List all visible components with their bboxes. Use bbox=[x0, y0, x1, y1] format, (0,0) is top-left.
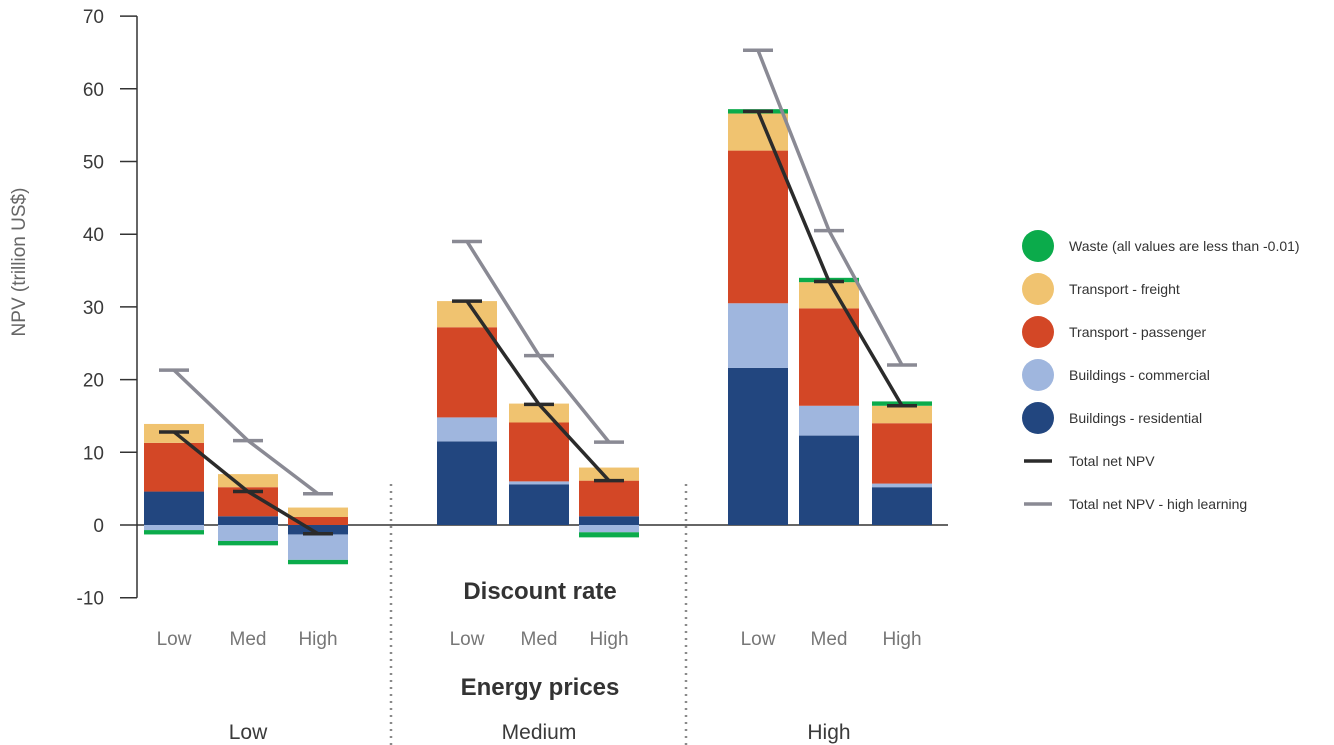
bar-segment-transport-freight bbox=[799, 282, 859, 309]
bar-segment-transport-passenger bbox=[288, 517, 348, 525]
total-lines bbox=[159, 48, 917, 536]
bar-segment-buildings-commercial bbox=[579, 525, 639, 533]
bar-segment-transport-freight bbox=[437, 301, 497, 328]
group-label: High bbox=[807, 721, 850, 744]
y-tick-label: 30 bbox=[83, 298, 104, 319]
legend-label: Waste (all values are less than -0.01) bbox=[1069, 238, 1300, 254]
y-tick-label: 10 bbox=[83, 443, 104, 464]
axis-labels: NPV (trillion US$) Discount rate Energy … bbox=[9, 188, 619, 701]
group-label: Low bbox=[229, 721, 268, 744]
legend-swatch bbox=[1022, 316, 1054, 348]
legend-label: Buildings - commercial bbox=[1069, 367, 1210, 383]
y-tick-label: 20 bbox=[83, 371, 104, 392]
legend-label: Total net NPV bbox=[1069, 453, 1155, 469]
bar-segment-transport-freight bbox=[288, 507, 348, 518]
bar-segment-waste bbox=[218, 540, 278, 546]
bar-segment-buildings-residential bbox=[509, 484, 569, 525]
y-tick-label: 50 bbox=[83, 153, 104, 174]
legend-label: Total net NPV - high learning bbox=[1069, 496, 1247, 512]
x-axis-outer-label: Energy prices bbox=[461, 674, 620, 701]
bar-segment-buildings-commercial bbox=[509, 481, 569, 485]
x-tick-label: High bbox=[298, 629, 337, 650]
y-axis-label: NPV (trillion US$) bbox=[9, 188, 30, 337]
bar-segment-transport-freight bbox=[509, 403, 569, 423]
x-tick-label: Med bbox=[811, 629, 848, 650]
x-tick-label: Med bbox=[230, 629, 267, 650]
y-tick-label: 60 bbox=[83, 80, 104, 101]
x-tick-label: High bbox=[589, 629, 628, 650]
bar-segment-buildings-residential bbox=[288, 525, 348, 535]
bar-segment-buildings-residential bbox=[872, 487, 932, 525]
y-tick-label: 70 bbox=[83, 7, 104, 28]
legend: Waste (all values are less than -0.01) Tr… bbox=[1022, 230, 1300, 512]
bar-segment-transport-passenger bbox=[437, 327, 497, 418]
x-tick-label: Low bbox=[450, 629, 485, 650]
bar-segment-buildings-commercial bbox=[437, 417, 497, 442]
bar-segment-buildings-residential bbox=[579, 516, 639, 525]
bar-segment-waste bbox=[144, 530, 204, 535]
legend-label: Buildings - residential bbox=[1069, 410, 1202, 426]
group-label: Medium bbox=[502, 721, 577, 744]
bar-segment-buildings-residential bbox=[144, 491, 204, 525]
legend-label: Transport - passenger bbox=[1069, 324, 1207, 340]
bar-segment-transport-freight bbox=[579, 467, 639, 481]
x-tick-label: Low bbox=[741, 629, 776, 650]
bar-segment-buildings-residential bbox=[218, 516, 278, 525]
legend-swatch bbox=[1022, 230, 1054, 262]
x-axis-inner-label: Discount rate bbox=[463, 578, 616, 605]
bar-segment-buildings-residential bbox=[728, 367, 788, 525]
y-tick-label: 40 bbox=[83, 225, 104, 246]
bar-segment-buildings-commercial bbox=[144, 525, 204, 531]
bar-segment-buildings-residential bbox=[437, 441, 497, 525]
bar-segment-buildings-commercial bbox=[728, 303, 788, 368]
bar-segment-transport-passenger bbox=[872, 423, 932, 484]
bar-segment-transport-passenger bbox=[728, 150, 788, 304]
y-tick-label: 0 bbox=[93, 516, 104, 537]
bar-segment-transport-passenger bbox=[579, 480, 639, 517]
x-tick-label: Low bbox=[157, 629, 192, 650]
bar-segment-buildings-commercial bbox=[872, 483, 932, 488]
legend-label: Transport - freight bbox=[1069, 281, 1180, 297]
x-tick-label: Med bbox=[521, 629, 558, 650]
bar-segment-waste bbox=[288, 559, 348, 565]
bar-segment-buildings-commercial bbox=[218, 525, 278, 541]
legend-swatch bbox=[1022, 359, 1054, 391]
bar-segment-transport-freight bbox=[872, 405, 932, 424]
bar-segment-transport-passenger bbox=[509, 422, 569, 482]
bars: Low Med High Low Low Med High Medium Low Med High H… bbox=[144, 109, 932, 744]
bar-segment-buildings-residential bbox=[799, 435, 859, 525]
bar-segment-transport-passenger bbox=[799, 308, 859, 406]
legend-swatch bbox=[1022, 273, 1054, 305]
y-tick-label: -10 bbox=[77, 589, 104, 610]
bar-segment-transport-freight bbox=[728, 113, 788, 151]
bar-segment-buildings-commercial bbox=[799, 405, 859, 436]
x-tick-label: High bbox=[882, 629, 921, 650]
bar-segment-transport-passenger bbox=[144, 442, 204, 492]
legend-swatch bbox=[1022, 402, 1054, 434]
bar-segment-waste bbox=[579, 532, 639, 538]
bar-segment-buildings-commercial bbox=[288, 534, 348, 560]
